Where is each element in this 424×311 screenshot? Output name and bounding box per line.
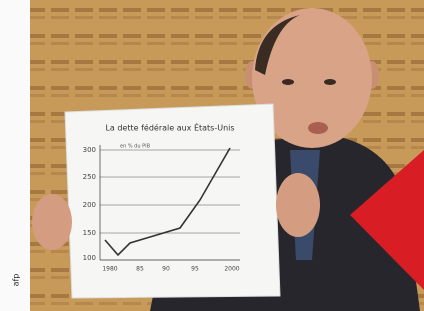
x-tick-label: 95 <box>191 266 199 273</box>
hand <box>32 194 72 250</box>
y-tick-label: 300 <box>83 146 96 154</box>
x-tick-label: 90 <box>162 266 170 273</box>
margin <box>0 0 30 311</box>
photo: afp La dette fédérale aux États-Unis en … <box>0 0 424 311</box>
y-tick-label: 200 <box>83 201 96 209</box>
sign <box>65 104 280 298</box>
x-tick-label: 85 <box>136 266 144 273</box>
x-tick-label: 2000 <box>224 266 239 273</box>
x-tick-label: 1980 <box>102 266 117 273</box>
sign-title: La dette fédérale aux États-Unis <box>105 122 234 133</box>
hand <box>276 173 320 237</box>
photo-credit: afp <box>12 274 21 287</box>
page: afp La dette fédérale aux États-Unis en … <box>0 0 424 311</box>
eye <box>324 79 336 85</box>
y-tick-label: 150 <box>83 229 96 237</box>
eye <box>282 79 294 85</box>
mouth <box>308 122 328 134</box>
y-tick-label: 250 <box>83 173 96 181</box>
sign-unit: en % du PIB <box>120 144 151 150</box>
y-tick-label: 100 <box>83 254 96 262</box>
